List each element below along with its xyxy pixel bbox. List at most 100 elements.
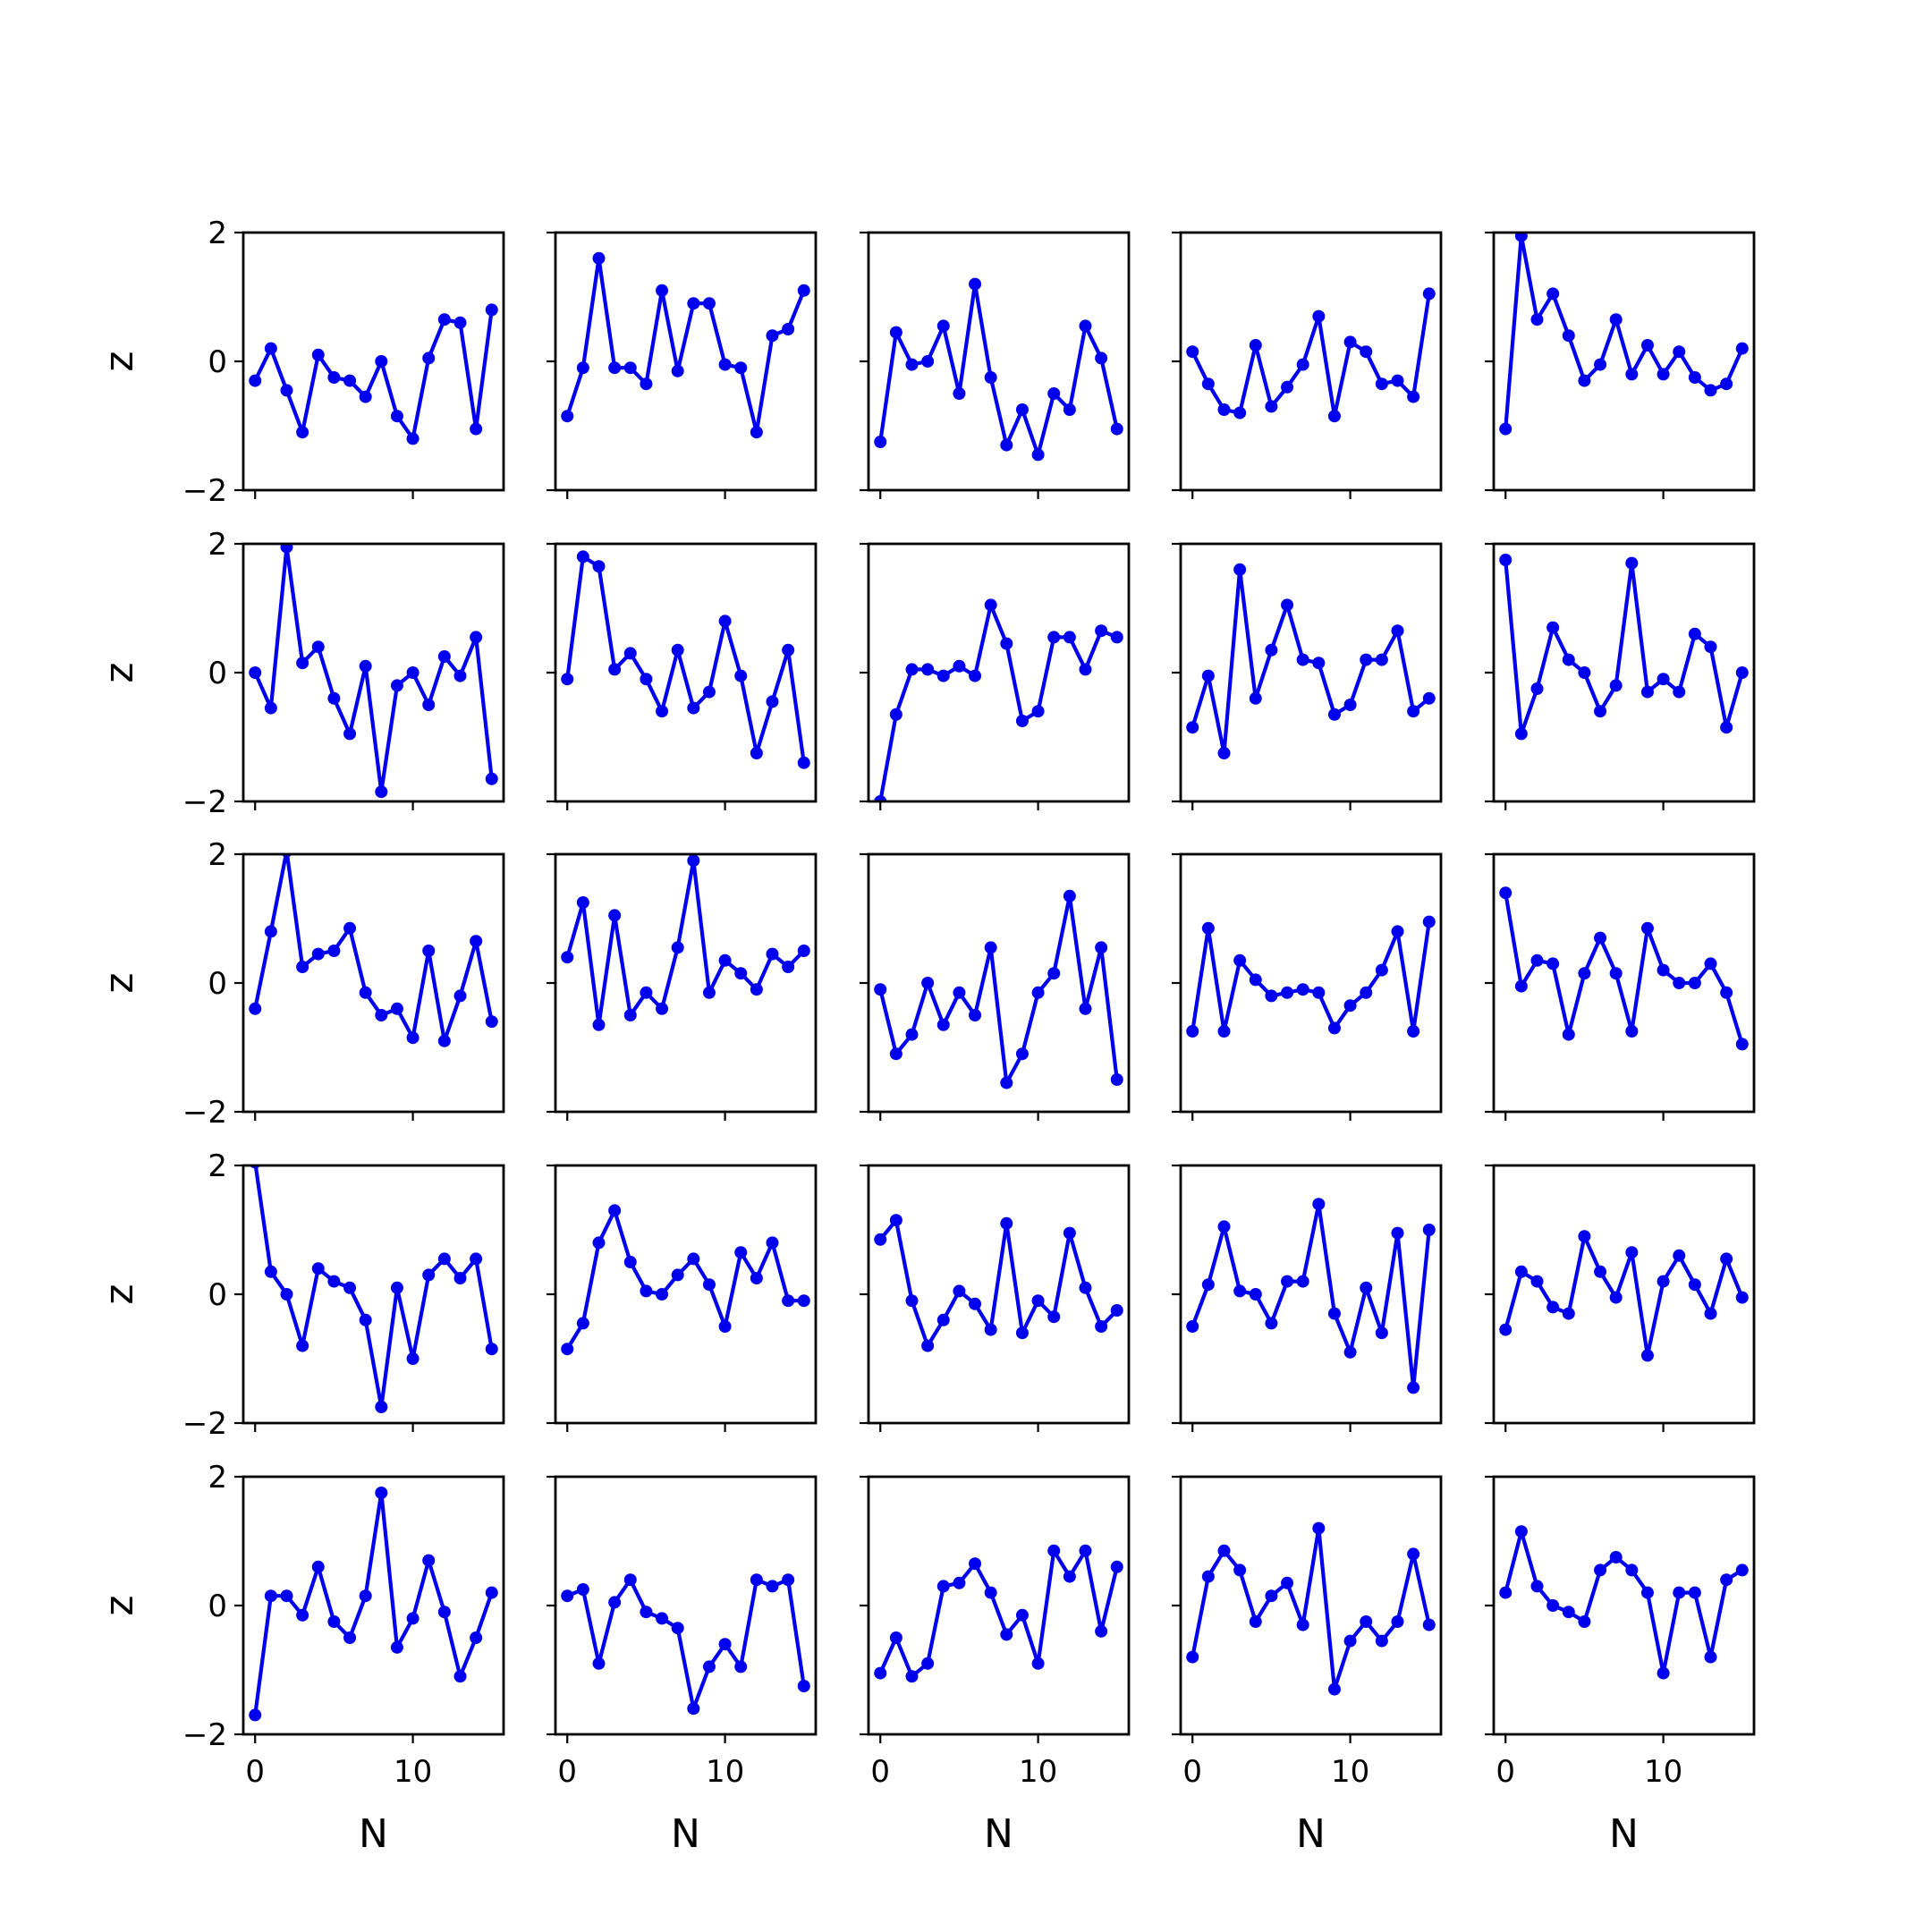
data-point <box>1095 352 1108 365</box>
series-line <box>253 545 494 794</box>
data-point <box>1201 1278 1215 1292</box>
data-point <box>1360 653 1373 666</box>
x-axis-label: N <box>359 1811 388 1857</box>
data-point <box>422 699 436 711</box>
data-point <box>592 251 606 265</box>
data-point <box>1079 1002 1092 1015</box>
data-point <box>1673 685 1686 699</box>
data-point <box>640 1284 653 1298</box>
panel-r4-c3: 0 10N <box>1172 1475 1443 1857</box>
data-point <box>1233 406 1247 419</box>
data-point <box>1000 1216 1013 1230</box>
x-tick-label: 0 <box>557 1754 577 1790</box>
data-point <box>687 1702 700 1716</box>
data-point <box>249 374 262 387</box>
data-point <box>1546 957 1560 970</box>
data-point <box>936 1580 950 1593</box>
data-point <box>1281 380 1294 394</box>
data-point <box>640 377 653 391</box>
panel-r1-c1 <box>547 542 818 810</box>
data-point <box>1594 705 1607 718</box>
y-axis-label: z <box>97 351 142 371</box>
data-point <box>984 1586 997 1599</box>
data-point <box>1249 691 1262 705</box>
data-point <box>1110 422 1123 436</box>
data-point <box>1422 915 1436 928</box>
data-point <box>327 1275 341 1288</box>
y-tick-label: −2 <box>182 1717 227 1753</box>
data-point <box>1704 957 1717 970</box>
data-point <box>1375 963 1388 977</box>
data-point <box>1217 1544 1231 1557</box>
data-point <box>1047 967 1061 980</box>
data-point <box>1265 1589 1278 1603</box>
data-point <box>921 977 935 989</box>
series-line <box>253 1490 494 1717</box>
data-point <box>1720 721 1733 734</box>
data-point <box>702 1660 716 1674</box>
data-point <box>1360 345 1373 359</box>
data-point <box>1640 1586 1654 1599</box>
data-point <box>718 1320 732 1333</box>
data-point <box>453 1670 467 1683</box>
data-point <box>766 1236 779 1250</box>
x-axis-label: N <box>984 1811 1013 1857</box>
data-point <box>1578 967 1591 980</box>
data-point <box>1735 1563 1749 1577</box>
data-point <box>1063 1570 1076 1583</box>
data-point <box>359 390 372 403</box>
data-point <box>485 1015 498 1029</box>
data-point <box>1546 287 1560 301</box>
data-point <box>485 772 498 785</box>
data-point <box>953 986 966 999</box>
data-point <box>623 1573 637 1587</box>
data-point <box>1079 319 1092 333</box>
panel-r1-c4 <box>1485 542 1756 810</box>
data-point <box>1312 1198 1326 1211</box>
data-point <box>576 1583 589 1596</box>
data-point <box>1735 1038 1749 1051</box>
x-tick-label: 0 <box>870 1754 890 1790</box>
data-point <box>1095 941 1108 954</box>
data-point <box>797 284 810 297</box>
x-axis-label: N <box>1609 1811 1639 1857</box>
data-point <box>969 1009 982 1021</box>
data-point <box>1704 1307 1717 1320</box>
data-point <box>1031 705 1045 718</box>
data-point <box>1296 1618 1309 1631</box>
data-point <box>623 1009 637 1021</box>
data-point <box>1640 1349 1654 1362</box>
data-point <box>1110 631 1123 644</box>
data-point <box>1688 977 1701 989</box>
series-line <box>1504 1530 1744 1675</box>
data-point <box>1015 1326 1029 1340</box>
data-point <box>1327 410 1341 423</box>
data-point <box>1657 1666 1670 1680</box>
data-point <box>1343 699 1357 711</box>
data-point <box>1031 1294 1045 1308</box>
data-point <box>1000 1076 1013 1089</box>
data-point <box>1186 1320 1199 1333</box>
data-point <box>485 303 498 317</box>
data-point <box>921 355 935 368</box>
data-point <box>953 387 966 400</box>
y-axis-label: z <box>97 662 142 682</box>
data-point <box>687 854 700 868</box>
data-point <box>1327 1021 1341 1035</box>
data-point <box>874 795 887 801</box>
data-point <box>327 691 341 705</box>
data-point <box>343 374 357 387</box>
data-point <box>984 371 997 384</box>
data-point <box>1578 666 1591 679</box>
data-point <box>953 659 966 673</box>
data-point <box>1594 1563 1607 1577</box>
data-point <box>687 1252 700 1266</box>
series-line <box>878 1218 1119 1348</box>
data-point <box>296 1608 309 1622</box>
data-point <box>1657 368 1670 381</box>
data-point <box>470 631 483 644</box>
data-point <box>1063 1226 1076 1240</box>
data-point <box>874 436 887 448</box>
data-point <box>1031 448 1045 462</box>
